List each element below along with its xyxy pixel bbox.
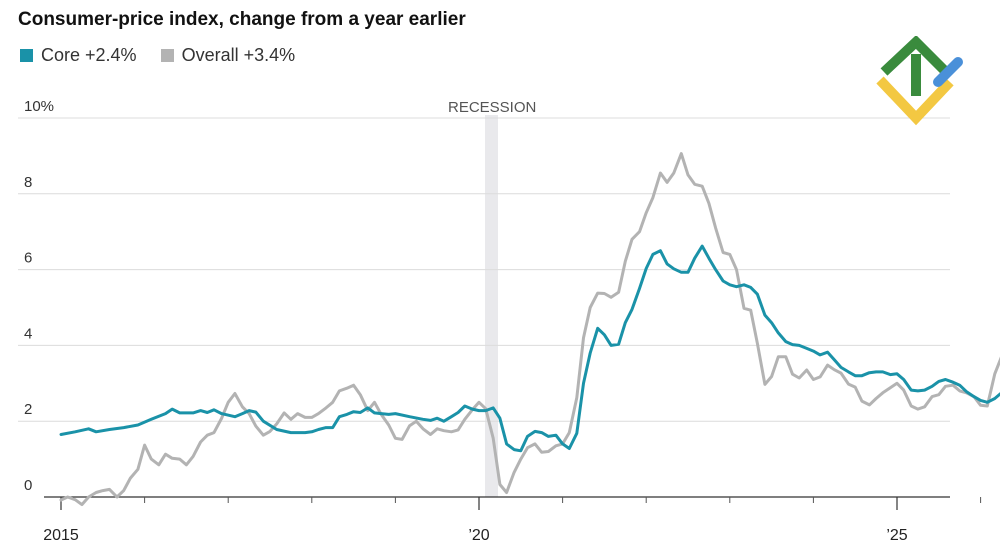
y-tick-label: 0 xyxy=(24,477,32,494)
x-tick-label: 2015 xyxy=(43,527,79,544)
y-tick-label: 4 xyxy=(24,325,32,342)
chart-legend: Core +2.4% Overall +3.4% xyxy=(20,45,319,66)
legend-label-core: Core +2.4% xyxy=(41,45,137,65)
x-tick-label: ’25 xyxy=(886,527,907,544)
x-tick-label: ’20 xyxy=(468,527,489,544)
legend-item-overall: Overall +3.4% xyxy=(160,45,296,66)
legend-swatch-core xyxy=(20,49,33,62)
y-tick-label: 10% xyxy=(24,98,54,115)
legend-item-core: Core +2.4% xyxy=(20,45,137,66)
y-tick-label: 8 xyxy=(24,174,32,191)
recession-label: RECESSION xyxy=(448,99,536,116)
legend-swatch-overall xyxy=(160,49,174,62)
y-tick-label: 2 xyxy=(24,401,32,418)
recession-band xyxy=(485,115,498,497)
chart-title: Consumer-price index, change from a year… xyxy=(18,9,466,30)
y-tick-label: 6 xyxy=(24,250,32,267)
legend-label-overall: Overall +3.4% xyxy=(181,45,296,65)
series-line-core xyxy=(59,244,1000,453)
series-line-overall xyxy=(59,152,1000,507)
brand-logo xyxy=(876,36,963,126)
